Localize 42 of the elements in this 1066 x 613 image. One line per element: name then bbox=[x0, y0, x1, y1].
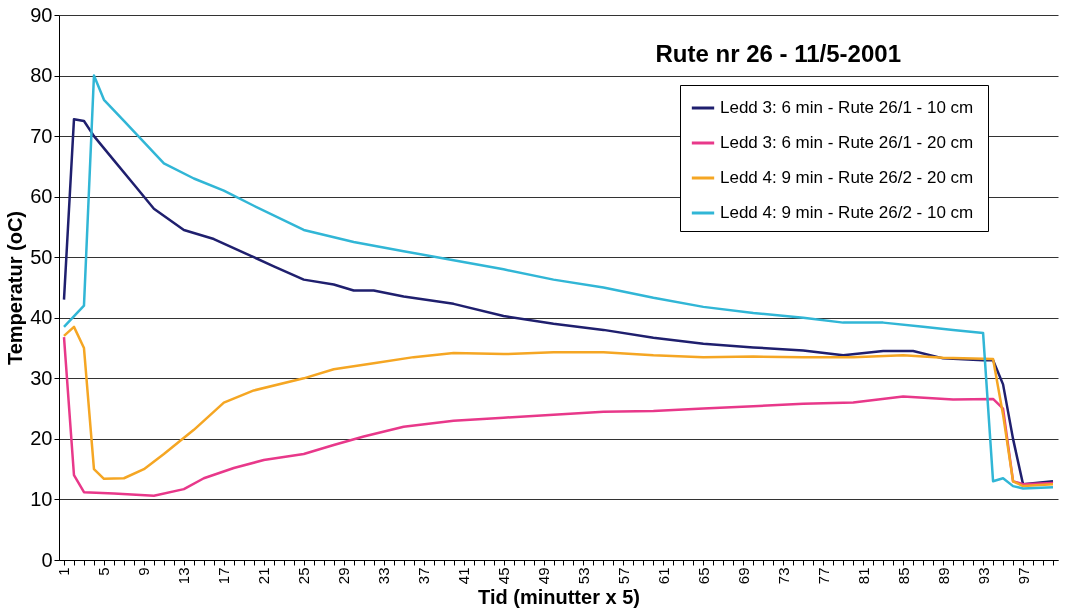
y-tick-label: 80 bbox=[30, 64, 53, 87]
x-tick-label: 37 bbox=[415, 567, 433, 585]
x-tick-label: 9 bbox=[135, 567, 153, 576]
x-tick-label: 73 bbox=[774, 567, 792, 585]
x-tick-label: 65 bbox=[694, 567, 712, 585]
y-axis-title: Temperatur (oC) bbox=[4, 210, 27, 366]
y-tick-label: 70 bbox=[30, 124, 53, 147]
x-tick-label: 77 bbox=[814, 567, 832, 585]
x-tick-label: 53 bbox=[574, 567, 592, 585]
x-tick-label: 61 bbox=[654, 567, 672, 585]
x-tick-label: 49 bbox=[535, 567, 553, 585]
x-tick-label: 33 bbox=[375, 567, 393, 585]
x-tick-label: 45 bbox=[495, 567, 513, 585]
x-tick-label: 5 bbox=[95, 567, 113, 576]
x-tick-label: 57 bbox=[614, 567, 632, 585]
x-tick-label: 85 bbox=[894, 567, 912, 585]
x-tick-label: 13 bbox=[175, 567, 193, 585]
y-tick-label: 30 bbox=[30, 366, 53, 389]
legend-label: Ledd 3: 6 min - Rute 26/1 - 10 cm bbox=[720, 98, 974, 117]
y-tick-label: 20 bbox=[30, 427, 53, 450]
x-tick-label: 97 bbox=[1014, 567, 1032, 585]
x-tick-label: 29 bbox=[335, 567, 353, 585]
x-axis-title: Tid (minutter x 5) bbox=[478, 586, 640, 609]
legend-label: Ledd 3: 6 min - Rute 26/1 - 20 cm bbox=[720, 133, 974, 152]
y-tick-label: 10 bbox=[30, 487, 53, 510]
legend-label: Ledd 4: 9 min - Rute 26/2 - 20 cm bbox=[720, 168, 974, 187]
x-tick-label: 89 bbox=[934, 567, 952, 585]
x-tick-label: 41 bbox=[455, 567, 473, 585]
y-tick-label: 0 bbox=[41, 548, 53, 571]
y-tick-label: 50 bbox=[30, 245, 53, 268]
legend-label: Ledd 4: 9 min - Rute 26/2 - 10 cm bbox=[720, 203, 974, 222]
text: Rute nr 26 - 11/5-2001 bbox=[655, 40, 902, 67]
x-tick-label: 93 bbox=[974, 567, 992, 585]
y-tick-label: 90 bbox=[30, 3, 53, 26]
y-tick-label: 40 bbox=[30, 306, 53, 329]
x-tick-label: 69 bbox=[734, 567, 752, 585]
x-tick-label: 25 bbox=[295, 567, 313, 585]
x-tick-label: 1 bbox=[55, 567, 73, 576]
y-tick-label: 60 bbox=[30, 185, 53, 208]
x-tick-label: 81 bbox=[854, 567, 872, 585]
x-tick-label: 21 bbox=[255, 567, 273, 585]
x-tick-label: 17 bbox=[215, 567, 233, 585]
